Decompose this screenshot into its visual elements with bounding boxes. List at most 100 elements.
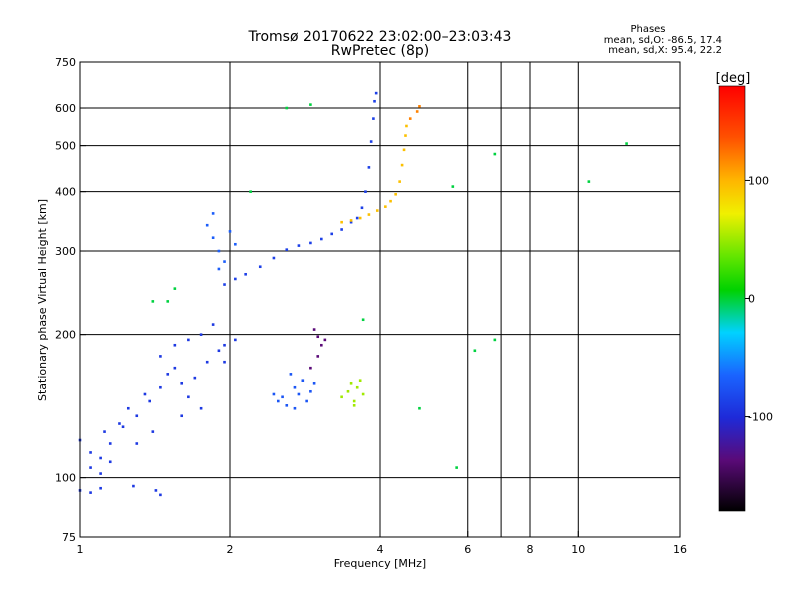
data-points [78,91,628,497]
y-tick-label: 400 [55,186,76,199]
data-point [367,166,371,169]
data-point [473,349,477,353]
data-point [355,216,359,220]
data-point [285,248,289,251]
data-point [293,385,297,389]
x-tick-label: 10 [571,543,585,556]
data-point [223,283,226,286]
data-point [358,379,362,382]
data-point [316,335,320,339]
data-point [346,389,350,393]
colorbar-tick-label: 100 [748,174,769,187]
data-point [135,414,139,418]
x-tick-label: 16 [673,543,687,556]
colorbar [718,85,746,512]
data-point [373,99,376,103]
data-point [143,392,147,396]
data-point [205,360,209,364]
data-point [400,163,404,167]
y-axis-label: Stationary phase Virtual Height [km] [36,199,49,401]
data-point [234,277,237,281]
data-point [234,338,237,342]
data-point [493,152,497,156]
data-point [305,399,308,403]
data-point [355,385,359,389]
data-point [244,272,247,276]
data-point [374,91,378,95]
y-tick-label: 500 [55,140,76,153]
data-point [234,242,237,246]
data-point [418,406,421,410]
data-point [312,381,316,385]
chart-subtitle: RwPretec (8p) [331,43,429,59]
data-point [89,451,92,454]
colorbar-tick-label: 0 [748,293,755,306]
data-point [323,338,327,342]
chart-title: Tromsø 20170622 23:02:00–23:03:43 [248,29,512,45]
data-point [151,430,155,433]
data-point [293,406,297,410]
data-point [309,389,312,393]
data-point [372,117,375,120]
data-point [349,220,353,224]
data-point [99,486,102,490]
data-point [217,267,221,271]
data-point [389,199,392,203]
data-point [199,333,203,336]
data-point [404,134,407,137]
data-point [205,223,209,227]
data-point [493,338,497,342]
data-point [309,103,312,106]
data-point [309,241,312,245]
y-tick-label: 600 [55,102,76,115]
data-point [187,338,190,342]
data-point [297,244,301,247]
data-point [301,379,305,382]
x-axis: 1 2 4 6 8 10 16 [77,531,687,556]
data-point [340,395,343,399]
data-point [587,180,591,183]
data-point [289,373,293,376]
data-point [159,385,162,389]
y-axis: 75 100 200 300 400 500 600 750 [55,56,86,544]
data-point [228,230,232,233]
phase-stats-x: mean, sd,X: 95.4, 22.2 [608,45,722,56]
data-point [330,232,334,236]
data-point [369,140,373,143]
data-point [103,430,106,433]
data-point [352,399,356,403]
y-tick-label: 200 [55,329,76,342]
data-point [408,117,412,120]
data-point [320,237,323,241]
data-point [249,190,252,193]
data-point [418,105,421,108]
data-point [375,209,379,212]
data-point [118,422,121,425]
data-point [316,355,320,358]
data-point [211,323,215,326]
data-point [154,489,158,492]
data-point [367,213,371,216]
colorbar-label: [deg] [716,71,751,86]
data-point [272,256,276,260]
data-point [108,460,112,464]
data-point [159,355,162,358]
y-tick-label: 300 [55,245,76,258]
data-point [180,381,184,385]
data-point [358,216,362,220]
data-point [361,318,365,322]
data-point [199,406,203,410]
data-point [625,142,628,145]
data-point [166,373,170,376]
x-tick-label: 6 [464,543,471,556]
data-point [173,343,177,347]
data-point [187,395,190,399]
y-tick-label: 75 [62,531,76,544]
gridlines [80,62,680,537]
data-point [349,219,353,222]
data-point [402,148,406,152]
data-point [166,300,170,303]
data-point [217,349,221,353]
data-point [223,343,226,347]
data-point [89,491,92,494]
